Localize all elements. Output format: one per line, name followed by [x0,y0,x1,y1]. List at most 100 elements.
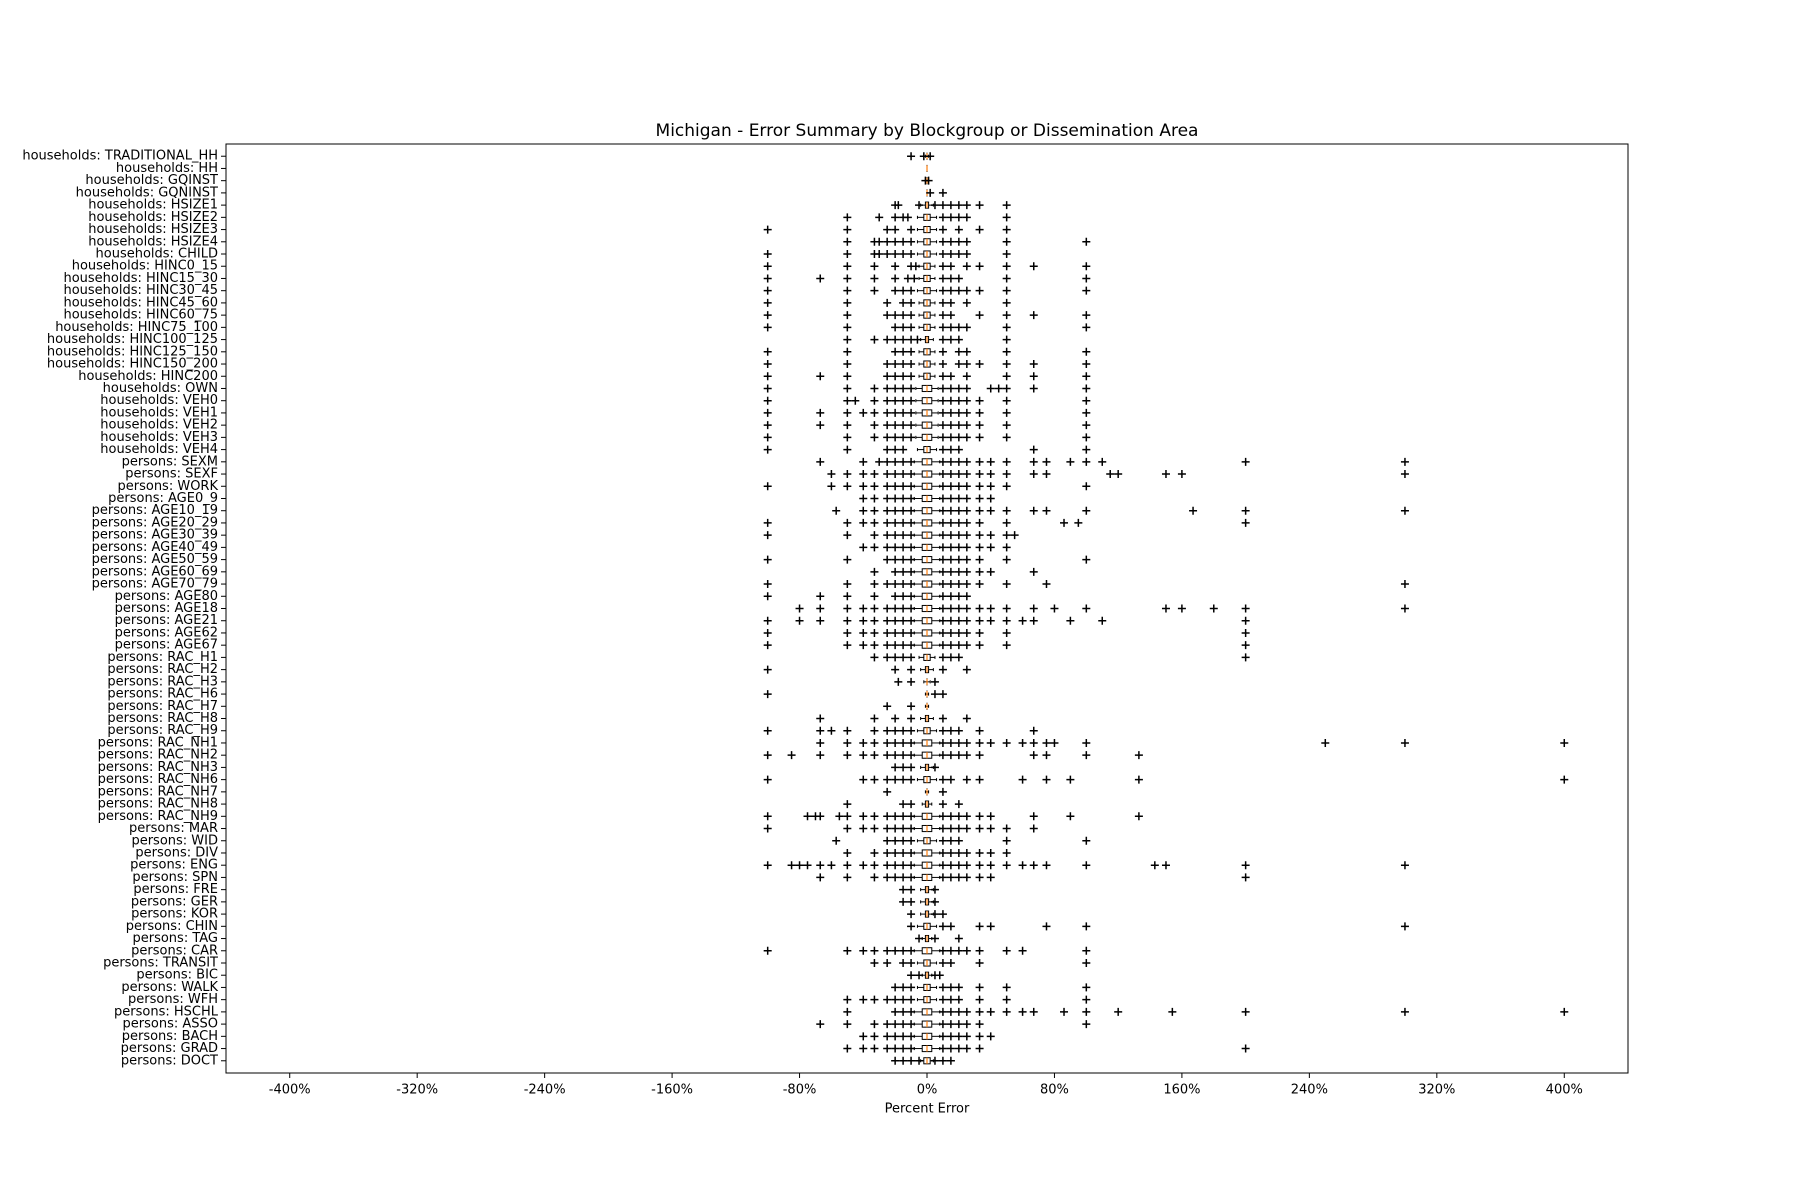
outlier [1082,262,1091,271]
outlier [930,897,939,906]
outlier [816,372,825,381]
outlier [954,396,963,405]
outlier [1002,421,1011,430]
outlier [938,311,947,320]
outlier [962,531,971,540]
outlier [907,861,916,870]
outlier [843,421,852,430]
outlier [816,604,825,613]
outlier [1029,751,1038,760]
x-tick-label: 240% [1291,1083,1328,1098]
outlier [891,433,900,442]
outlier [827,726,836,735]
outlier [975,433,984,442]
outlier [946,1056,955,1065]
outlier [899,580,908,589]
y-tick-label: households: HSIZE3 [88,222,218,237]
outlier [962,641,971,650]
outlier [962,433,971,442]
outlier [946,201,955,210]
outlier [843,311,852,320]
outlier [907,897,916,906]
outlier [843,592,852,601]
outlier [962,408,971,417]
outlier [1029,738,1038,747]
outlier [1082,922,1091,931]
y-tick-label: persons: RAC_H7 [107,699,218,714]
y-tick-label: households: GQNINST [76,185,218,200]
outlier [913,335,922,344]
outlier [843,274,852,283]
outlier [986,861,995,870]
outlier [843,641,852,650]
outlier [894,201,903,210]
outlier [962,298,971,307]
outlier [938,237,947,246]
outlier [883,482,892,491]
outlier [891,396,900,405]
outlier [859,518,868,527]
outlier [1029,445,1038,454]
outlier [930,885,939,894]
outlier [891,384,900,393]
outlier [907,1032,916,1041]
outlier [1029,604,1038,613]
outlier [962,262,971,271]
outlier [962,396,971,405]
outlier [859,457,868,466]
outlier [899,445,908,454]
outlier [986,531,995,540]
outlier [843,408,852,417]
outlier [870,714,879,723]
outlier [832,836,841,845]
outlier [763,433,772,442]
outlier [975,628,984,637]
outlier [938,408,947,417]
outlier [907,506,916,515]
y-tick-label: persons: AGE62 [115,625,218,640]
outlier [875,237,884,246]
outlier [975,470,984,479]
outlier [962,384,971,393]
outlier [924,176,933,185]
outlier [1082,372,1091,381]
outlier [763,592,772,601]
outlier [899,482,908,491]
y-tick-label: households: VEH4 [100,442,218,457]
outlier [938,824,947,833]
outlier [962,494,971,503]
outlier [891,873,900,882]
outlier [843,995,852,1004]
outlier [1241,1007,1250,1016]
outlier [859,616,868,625]
outlier [899,616,908,625]
outlier [899,653,908,662]
outlier [843,848,852,857]
outlier [907,677,916,686]
outlier [843,372,852,381]
outlier [954,250,963,259]
outlier [1066,616,1075,625]
outlier [975,775,984,784]
outlier [946,543,955,552]
outlier [859,470,868,479]
outlier [1002,824,1011,833]
outlier [1060,1007,1069,1016]
y-tick-label: persons: TAG [132,931,218,946]
outlier [954,531,963,540]
y-tick-label: persons: SEXF [125,467,218,482]
outlier [962,604,971,613]
outlier [954,335,963,344]
outlier [859,995,868,1004]
outlier [975,311,984,320]
outlier [1082,323,1091,332]
outlier [986,457,995,466]
outlier [1082,555,1091,564]
outlier [962,848,971,857]
outlier [954,225,963,234]
outlier [1002,360,1011,369]
outlier [891,408,900,417]
outlier [1082,482,1091,491]
outlier [891,1056,900,1065]
